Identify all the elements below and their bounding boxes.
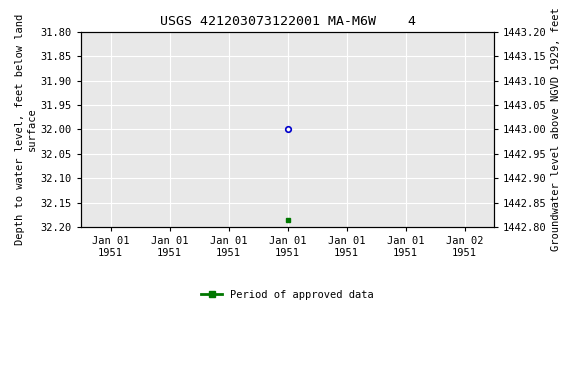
Y-axis label: Groundwater level above NGVD 1929, feet: Groundwater level above NGVD 1929, feet	[551, 8, 561, 252]
Y-axis label: Depth to water level, feet below land
surface: Depth to water level, feet below land su…	[15, 14, 37, 245]
Title: USGS 421203073122001 MA-M6W    4: USGS 421203073122001 MA-M6W 4	[160, 15, 415, 28]
Legend: Period of approved data: Period of approved data	[197, 285, 378, 304]
